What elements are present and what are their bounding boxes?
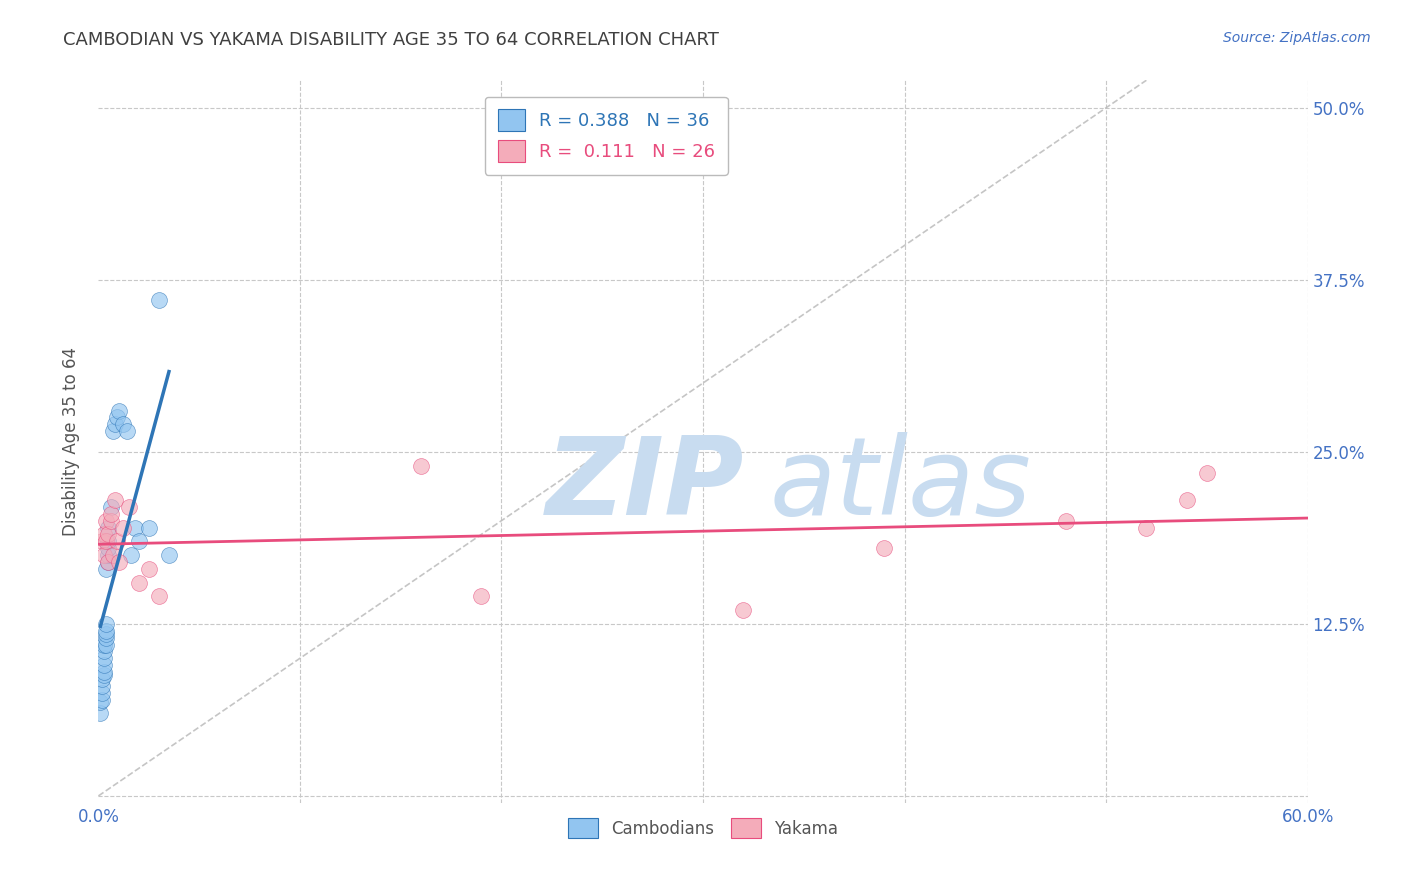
Text: CAMBODIAN VS YAKAMA DISABILITY AGE 35 TO 64 CORRELATION CHART: CAMBODIAN VS YAKAMA DISABILITY AGE 35 TO…	[63, 31, 718, 49]
Point	[97, 555, 120, 569]
Point	[91, 692, 114, 706]
Point	[138, 520, 160, 534]
Legend: Cambodians, Yakama: Cambodians, Yakama	[561, 812, 845, 845]
Point	[101, 548, 124, 562]
Y-axis label: Disability Age 35 to 64: Disability Age 35 to 64	[62, 347, 80, 536]
Point	[91, 672, 114, 686]
Point	[100, 507, 122, 521]
Point	[1195, 466, 1218, 480]
Point	[96, 514, 118, 528]
Point	[138, 562, 160, 576]
Point	[101, 424, 124, 438]
Point	[107, 403, 129, 417]
Text: ZIP: ZIP	[546, 432, 744, 538]
Point	[1175, 493, 1198, 508]
Point	[97, 555, 120, 569]
Point	[120, 548, 142, 562]
Point	[103, 417, 125, 432]
Point	[91, 686, 114, 700]
Text: Source: ZipAtlas.com: Source: ZipAtlas.com	[1223, 31, 1371, 45]
Point	[89, 695, 111, 709]
Point	[111, 417, 134, 432]
Point	[105, 534, 128, 549]
Point	[89, 706, 111, 721]
Point	[96, 616, 118, 631]
Point	[91, 679, 114, 693]
Point	[93, 665, 115, 679]
Point	[157, 548, 180, 562]
Point	[97, 527, 120, 541]
Point	[128, 575, 150, 590]
Point	[111, 520, 134, 534]
Point	[93, 548, 115, 562]
Point	[470, 590, 492, 604]
Point	[100, 514, 122, 528]
Point	[1135, 520, 1157, 534]
Point	[115, 424, 138, 438]
Point	[96, 631, 118, 645]
Point	[107, 555, 129, 569]
Point	[96, 638, 118, 652]
Point	[97, 520, 120, 534]
Point	[148, 293, 170, 308]
Point	[96, 624, 118, 638]
Point	[93, 651, 115, 665]
Point	[96, 534, 118, 549]
Point	[148, 590, 170, 604]
Point	[97, 548, 120, 562]
Point	[93, 668, 115, 682]
Point	[873, 541, 896, 556]
Point	[128, 534, 150, 549]
Point	[1054, 514, 1077, 528]
Point	[93, 644, 115, 658]
Point	[97, 534, 120, 549]
Point	[93, 527, 115, 541]
Point	[93, 638, 115, 652]
Point	[91, 534, 114, 549]
Point	[409, 458, 432, 473]
Point	[124, 520, 146, 534]
Point	[118, 500, 141, 514]
Point	[93, 658, 115, 673]
Point	[103, 493, 125, 508]
Text: atlas: atlas	[769, 433, 1032, 537]
Point	[97, 541, 120, 556]
Point	[105, 410, 128, 425]
Point	[100, 500, 122, 514]
Point	[96, 626, 118, 640]
Point	[733, 603, 755, 617]
Point	[96, 562, 118, 576]
